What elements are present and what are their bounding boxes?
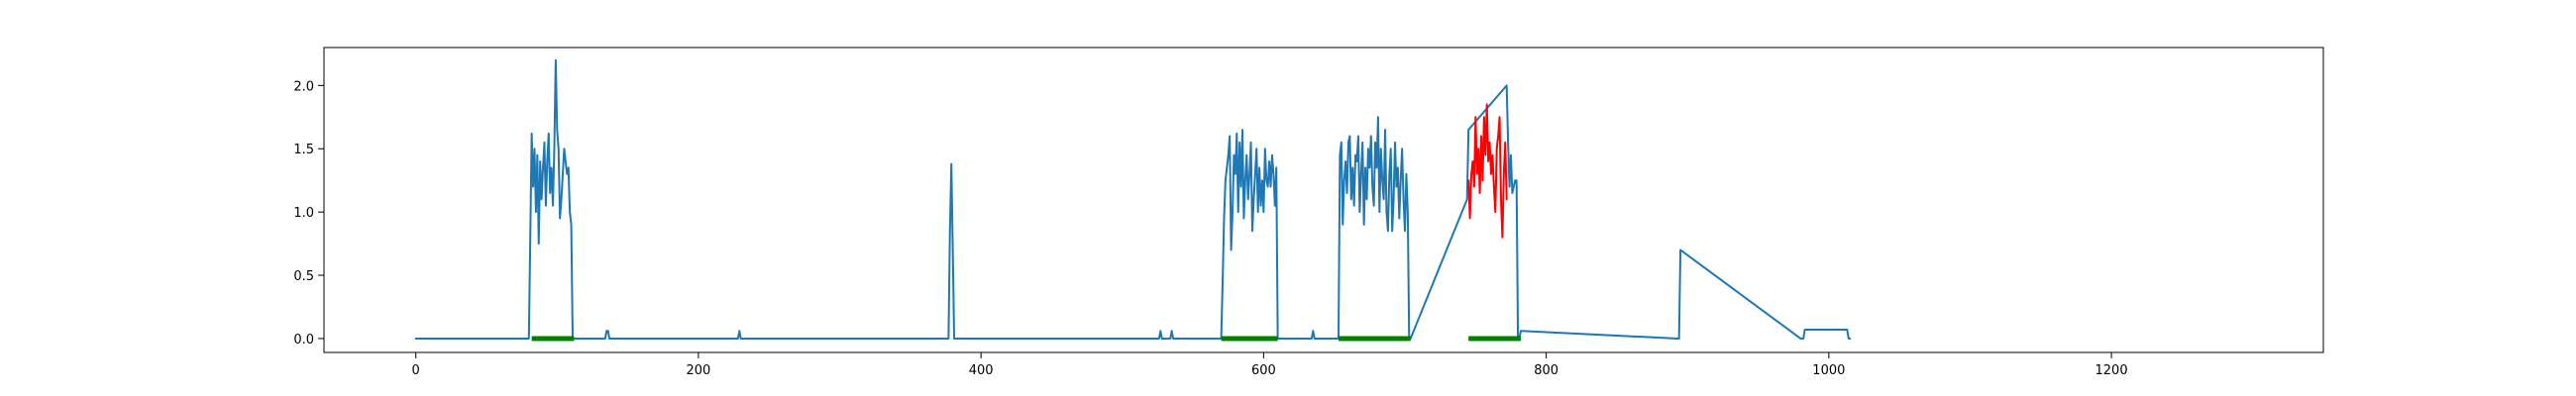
y-tick-label: 1.5 xyxy=(293,143,314,157)
series-line-signal xyxy=(414,58,1852,340)
plot-content xyxy=(414,58,1852,342)
x-axis: 0 200 400 600 800 1000 1200 xyxy=(412,352,2128,378)
x-tick-label: 1200 xyxy=(2095,363,2128,378)
y-axis: 0.0 0.5 1.0 1.5 2.0 xyxy=(293,79,324,347)
x-tick-label: 800 xyxy=(1534,363,1558,378)
y-tick-label: 1.0 xyxy=(293,206,314,221)
x-tick-label: 400 xyxy=(969,363,994,378)
x-tick-label: 600 xyxy=(1251,363,1276,378)
y-tick-label: 0.5 xyxy=(293,269,314,284)
series-line-highlight xyxy=(1467,103,1508,239)
x-tick-label: 1000 xyxy=(1812,363,1845,378)
y-tick-label: 2.0 xyxy=(293,79,314,94)
y-tick-label: 0.0 xyxy=(293,333,314,347)
x-tick-label: 200 xyxy=(687,363,711,378)
axes-frame xyxy=(323,47,2324,353)
x-tick-label: 0 xyxy=(412,363,420,378)
